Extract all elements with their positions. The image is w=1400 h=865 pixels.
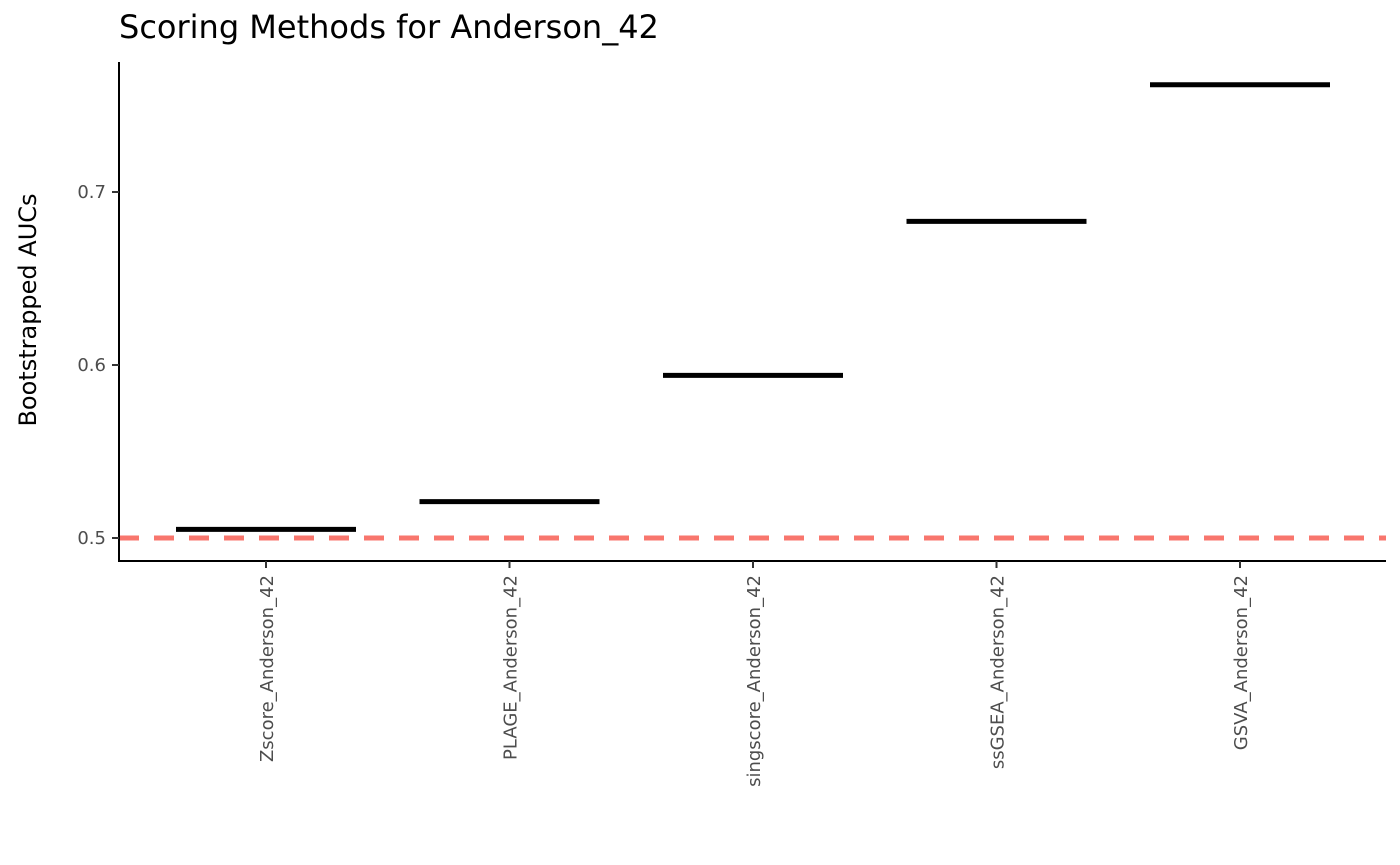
y-tick-label: 0.5 — [77, 528, 106, 549]
y-tick-label: 0.6 — [77, 355, 106, 376]
x-tick-label: singscore_Anderson_42 — [744, 575, 765, 787]
chart-title: Scoring Methods for Anderson_42 — [119, 8, 659, 46]
x-tick-label: ssGSEA_Anderson_42 — [988, 575, 1009, 769]
x-tick-label: GSVA_Anderson_42 — [1231, 575, 1252, 750]
x-tick-label: PLAGE_Anderson_42 — [501, 575, 522, 760]
x-tick-label: Zscore_Anderson_42 — [257, 575, 278, 762]
marks-layer — [176, 82, 1330, 532]
y-tick-label: 0.7 — [77, 182, 106, 203]
axes-layer — [118, 62, 1386, 562]
ticks-layer: 0.5 0.6 0.7 Zscore_Anderson_42 PLAGE_Anderso… — [77, 182, 1252, 787]
